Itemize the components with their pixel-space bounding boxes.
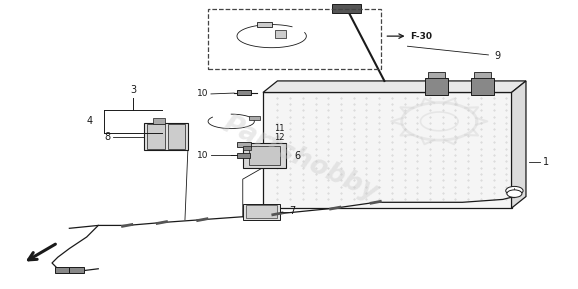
- Text: 3: 3: [130, 85, 136, 95]
- Bar: [257, 22, 272, 27]
- Bar: [144, 123, 188, 150]
- Bar: [168, 124, 185, 149]
- Text: 10: 10: [197, 89, 208, 99]
- Bar: [275, 30, 286, 38]
- Bar: [474, 72, 491, 78]
- Text: F-30: F-30: [410, 32, 432, 41]
- Bar: [243, 204, 280, 220]
- Text: Partshobby: Partshobby: [218, 112, 383, 206]
- Circle shape: [507, 190, 522, 197]
- Text: 1: 1: [543, 157, 550, 167]
- Bar: [147, 124, 165, 149]
- Text: 6: 6: [295, 151, 301, 161]
- Text: 8: 8: [104, 132, 110, 142]
- Bar: [243, 143, 286, 168]
- Bar: [153, 118, 165, 124]
- Polygon shape: [512, 81, 526, 208]
- Bar: [69, 267, 84, 273]
- Text: 12: 12: [275, 133, 285, 142]
- Circle shape: [506, 186, 523, 195]
- Bar: [237, 90, 251, 95]
- Text: 10: 10: [197, 151, 208, 160]
- Polygon shape: [263, 81, 526, 92]
- Text: 7: 7: [289, 206, 295, 216]
- Bar: [428, 72, 445, 78]
- Bar: [425, 78, 448, 95]
- Bar: [55, 267, 69, 273]
- Bar: [237, 153, 250, 158]
- Text: 9: 9: [494, 51, 501, 61]
- Text: 11: 11: [275, 124, 285, 133]
- Bar: [471, 78, 494, 95]
- Bar: [208, 9, 381, 69]
- Bar: [249, 146, 280, 165]
- Bar: [237, 142, 251, 147]
- Bar: [246, 205, 277, 218]
- Bar: [263, 92, 512, 208]
- Bar: [332, 4, 361, 13]
- Bar: [243, 146, 251, 150]
- Bar: [249, 116, 260, 120]
- Text: 4: 4: [86, 116, 92, 126]
